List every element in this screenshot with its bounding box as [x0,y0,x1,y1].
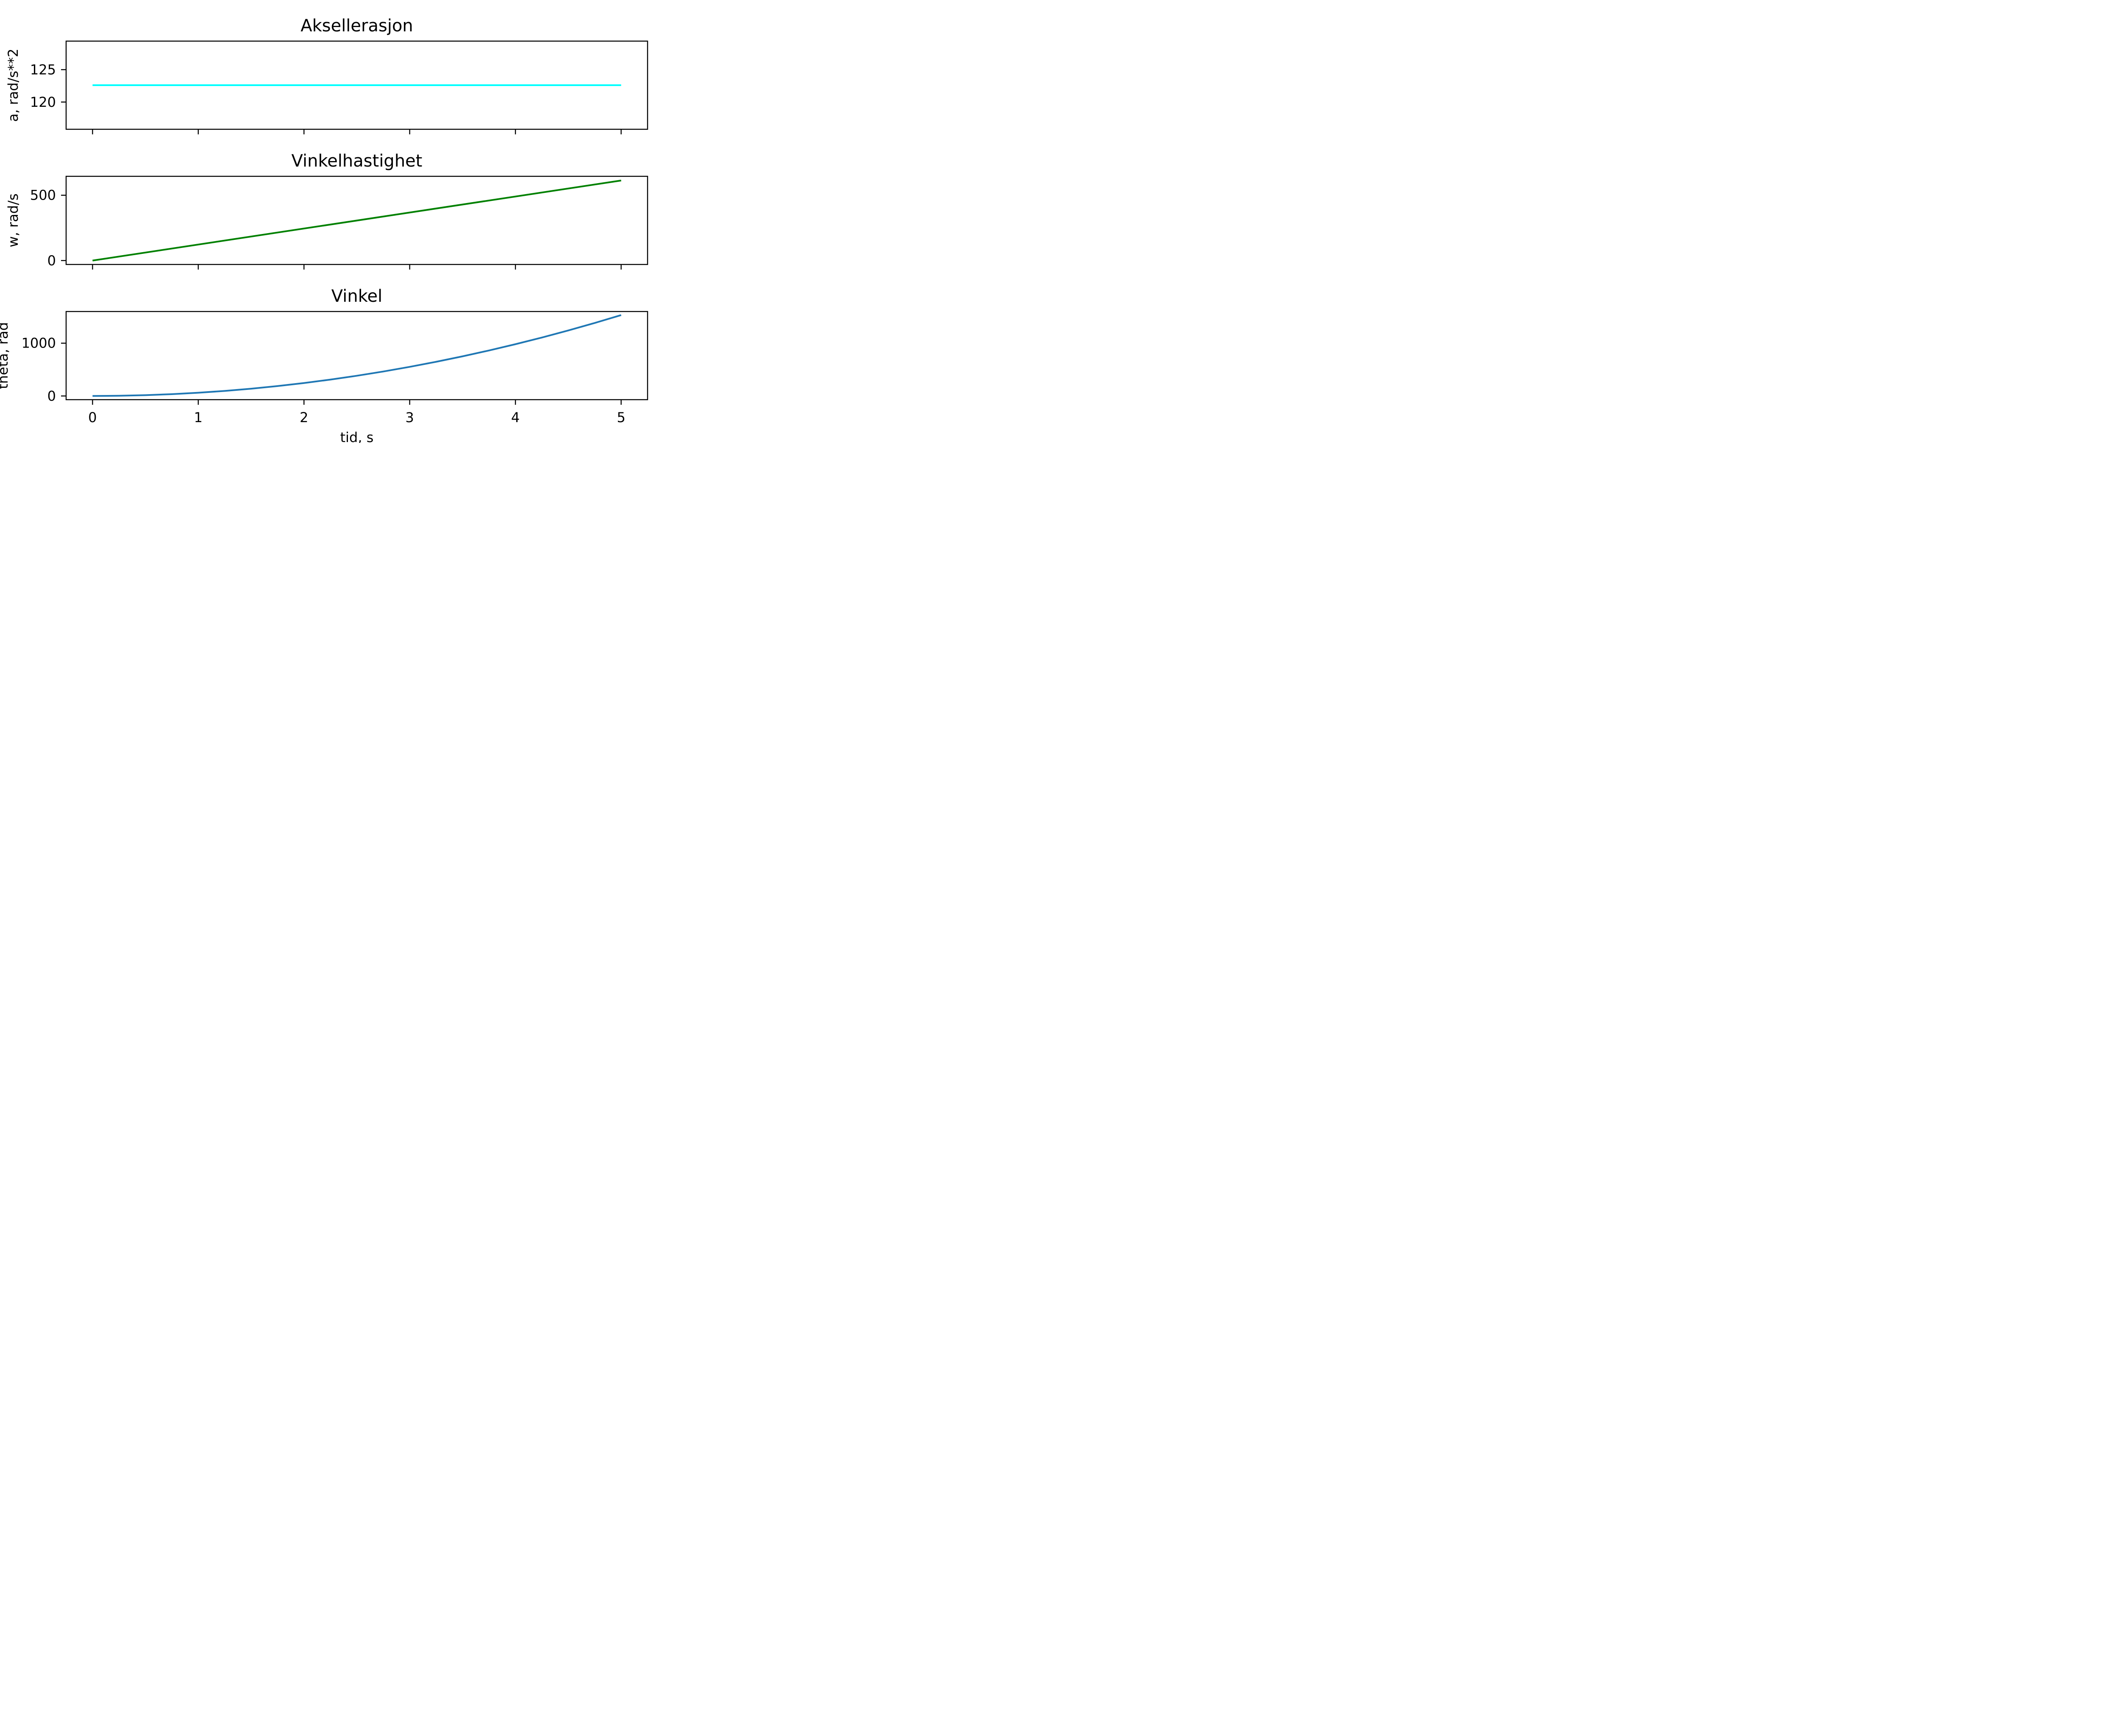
y-axis-label: theta, rad [0,322,11,389]
x-tick-label: 3 [406,409,414,426]
x-tick-label: 2 [300,409,308,426]
y-tick-label: 500 [30,187,56,203]
x-tick-label: 0 [88,409,97,426]
subplot-3: Vinkel 0 1 2 3 4 5 0 1000 theta, rad tid, s [0,287,648,443]
subplot-title: Vinkel [331,287,382,306]
axes-frame [65,311,648,401]
y-tick-label: 0 [47,388,56,404]
series-line-1 [92,314,622,397]
y-tick-label: 120 [30,94,56,110]
subplot-title: Aksellerasjon [300,16,413,36]
subplot-2: Vinkelhastighet 0 500 w, rad/s [5,151,648,270]
subplot-1: Aksellerasjon 120 125 a, rad/s**2 [5,16,648,134]
y-axis-label: w, rad/s [5,193,21,247]
x-tick-label: 1 [194,409,203,426]
series-line-1 [92,179,621,262]
subplot-title: Vinkelhastighet [292,151,423,171]
y-tick-label: 0 [47,253,56,269]
axes-frame [65,175,648,265]
x-axis-label: tid, s [340,429,374,443]
y-tick-label: 1000 [22,335,56,351]
y-axis-label: a, rad/s**2 [5,49,21,122]
x-tick-label: 4 [511,409,520,426]
axes-frame [65,40,648,130]
x-tick-label: 5 [617,409,625,426]
y-tick-label: 125 [30,61,56,78]
